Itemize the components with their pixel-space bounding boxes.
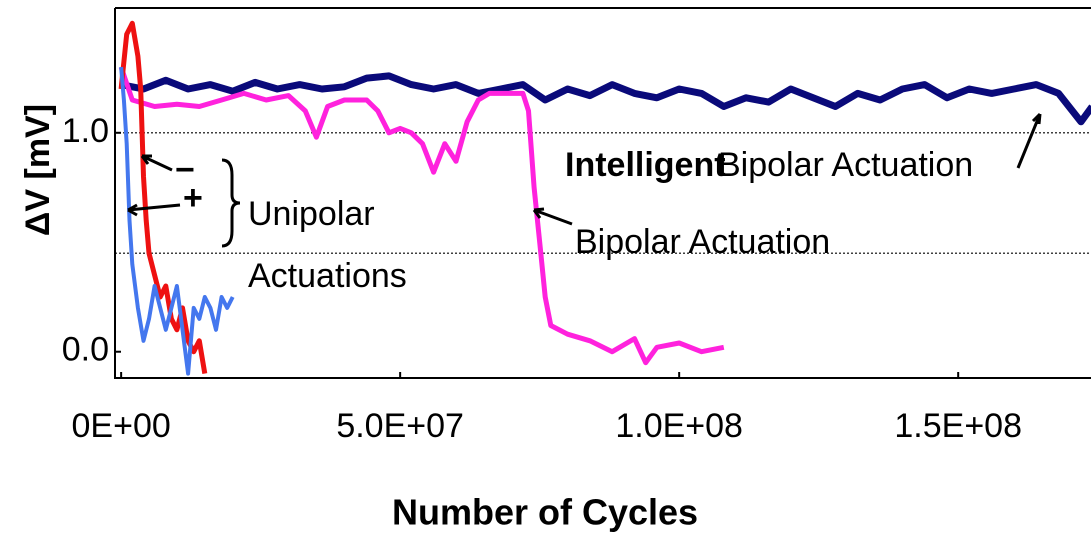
- series-line: [120, 72, 1091, 126]
- annotation: +: [183, 179, 203, 217]
- arrow-plus: [127, 203, 181, 217]
- annotation: Bipolar Actuation: [718, 146, 973, 184]
- y-tick-label: 1.0: [62, 112, 109, 150]
- x-axis-label: Number of Cycles: [392, 492, 698, 533]
- arrow-minus: [140, 154, 173, 172]
- y-axis-label: ΔV [mV]: [19, 104, 57, 236]
- annotation-arrows: [127, 112, 1042, 248]
- arrow-intelligent: [1016, 112, 1042, 169]
- grid: [115, 132, 1091, 254]
- plot-lines: [118, 20, 1091, 376]
- brace: [221, 158, 241, 248]
- annotation: Bipolar Actuation: [575, 223, 830, 261]
- x-tick-label: 0E+00: [72, 407, 171, 445]
- annotation: Unipolar: [248, 195, 375, 233]
- series-line: [119, 66, 235, 376]
- annotation: Intelligent: [565, 146, 726, 184]
- arrow-bipolar: [532, 207, 573, 226]
- axis-frame: [114, 7, 1091, 379]
- y-tick-label: 0.0: [62, 331, 109, 369]
- annotation: −: [175, 151, 195, 189]
- x-tick-label: 5.0E+07: [336, 407, 464, 445]
- annotation: Actuations: [248, 257, 407, 295]
- x-tick-label: 1.5E+08: [894, 407, 1022, 445]
- series-line: [118, 66, 725, 366]
- x-tick-label: 1.0E+08: [615, 407, 743, 445]
